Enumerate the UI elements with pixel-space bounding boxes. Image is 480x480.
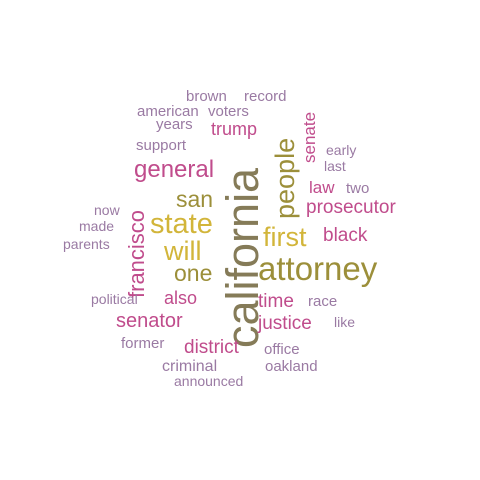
word-political: political (91, 291, 138, 307)
word-voters: voters (208, 103, 249, 120)
word-race: race (308, 293, 338, 310)
word-office: office (264, 341, 300, 358)
word-brown: brown (186, 88, 227, 105)
word-like: like (334, 314, 356, 330)
word-made: made (79, 218, 115, 234)
word-record: record (244, 88, 287, 105)
word-justice: justice (258, 313, 312, 334)
word-law: law (309, 178, 335, 197)
word-two: two (346, 180, 370, 197)
word-american: american (137, 103, 199, 120)
word-will: will (164, 236, 202, 266)
word-parents: parents (63, 236, 110, 252)
word-now: now (94, 202, 120, 218)
word-one: one (174, 260, 213, 286)
word-criminal: criminal (162, 358, 218, 375)
word-district: district (184, 337, 239, 358)
word-francisco: francisco (124, 209, 149, 298)
word-san: san (176, 186, 214, 212)
word-announced: announced (174, 373, 244, 389)
word-also: also (164, 288, 198, 308)
word-oakland: oakland (265, 358, 318, 375)
word-trump: trump (211, 119, 258, 139)
word-state: state (150, 208, 213, 240)
word-support: support (136, 137, 187, 154)
word-time: time (258, 291, 294, 312)
word-former: former (121, 335, 165, 352)
word-last: last (324, 158, 346, 174)
word-black: black (323, 225, 368, 246)
word-general: general (134, 156, 215, 183)
word-first: first (263, 222, 307, 252)
word-senator: senator (116, 310, 183, 332)
word-attorney: attorney (258, 250, 378, 287)
word-years: years (156, 116, 193, 133)
word-senate: senate (300, 111, 319, 163)
word-prosecutor: prosecutor (306, 197, 396, 218)
word-early: early (326, 142, 357, 158)
